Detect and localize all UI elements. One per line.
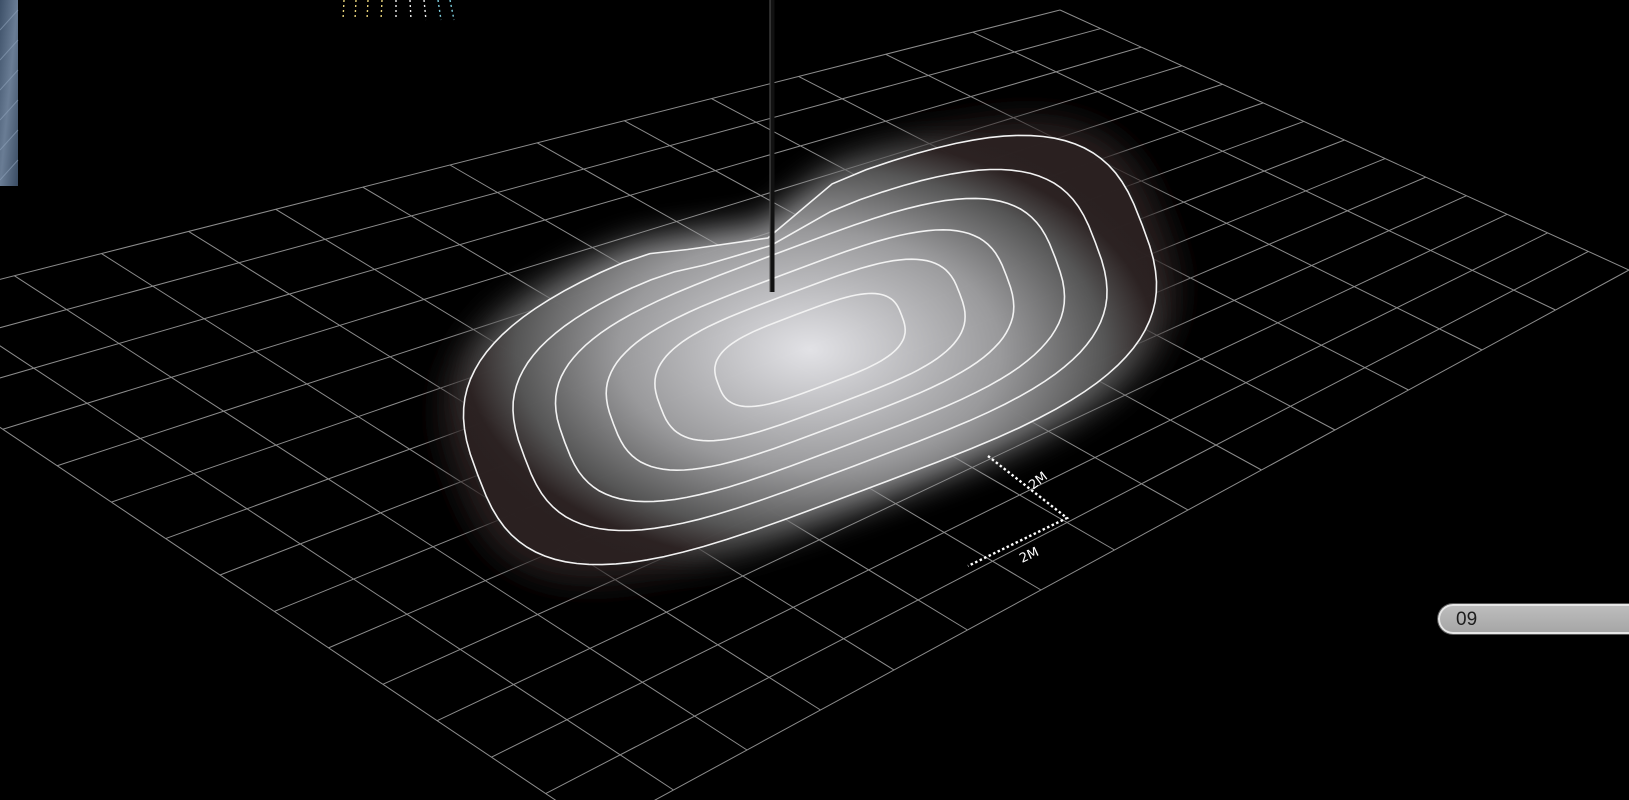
- lamp-pole: [769, 0, 775, 292]
- dimension-width-label: 2M: [1017, 545, 1041, 567]
- grid-line-depth: [654, 269, 1629, 800]
- isolux-contours: [462, 134, 1158, 566]
- grid-line-horizontal: [0, 426, 557, 800]
- grid-line-horizontal: [0, 345, 674, 791]
- dimension-markers: [967, 455, 1070, 568]
- isolux-contour-line: [713, 292, 907, 408]
- dashed-marks: [342, 0, 455, 21]
- grid-line-horizontal: [14, 275, 748, 751]
- isolux-contour-line: [512, 168, 1108, 532]
- isolux-contour-line: [605, 228, 1015, 472]
- isolux-contour-line: [462, 134, 1158, 566]
- grid-line-depth: [491, 232, 1548, 758]
- grid-line-depth: [545, 250, 1589, 795]
- isolux-contour-line: [554, 197, 1066, 503]
- grid-line-depth: [436, 213, 1508, 722]
- isolux-contour-line: [654, 258, 966, 442]
- page-number-tab: 09: [1438, 604, 1629, 634]
- illuminance-area: [443, 118, 1177, 582]
- page-number: 09: [1456, 609, 1478, 630]
- photo-thumbnail: [0, 0, 19, 186]
